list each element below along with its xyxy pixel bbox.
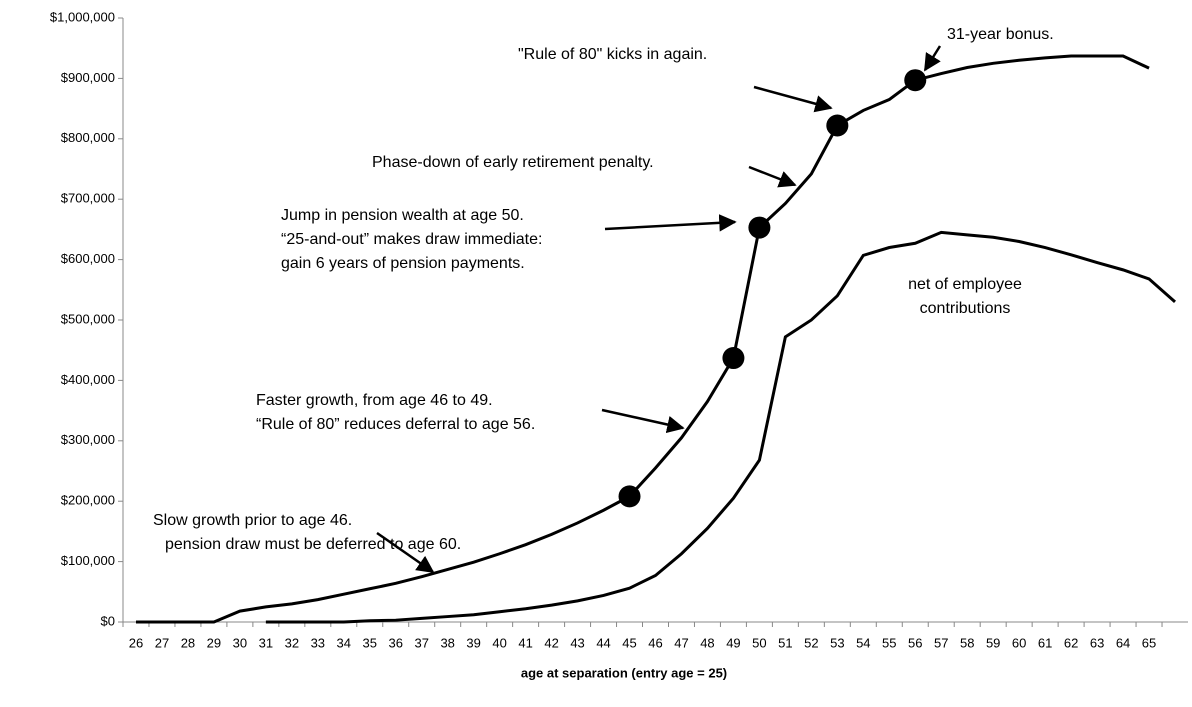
y-tick-label: $0: [101, 613, 115, 628]
annotation: 31-year bonus.: [947, 26, 1054, 43]
x-tick-label: 48: [700, 635, 714, 650]
x-tick-label: 63: [1090, 635, 1104, 650]
x-tick-label: 38: [440, 635, 454, 650]
annotation: "Rule of 80" kicks in again.: [518, 46, 707, 63]
annotation: net of employee: [908, 276, 1022, 293]
annotation-arrow: [748, 165, 797, 188]
x-tick-label: 34: [337, 635, 351, 650]
annotation: Slow growth prior to age 46.: [153, 512, 352, 529]
y-tick-label: $800,000: [61, 130, 115, 145]
x-tick-label: 42: [544, 635, 558, 650]
x-tick-label: 28: [181, 635, 195, 650]
y-tick-label: $400,000: [61, 372, 115, 387]
annotation-arrow: [923, 45, 942, 72]
highlight-point: [618, 485, 641, 508]
annotation-arrow: [604, 214, 737, 232]
series-line: [265, 230, 1177, 624]
y-tick-label: $500,000: [61, 311, 115, 326]
annotation: “Rule of 80” reduces deferral to age 56.: [256, 416, 535, 433]
highlight-point: [904, 69, 927, 92]
x-tick-label: 44: [596, 635, 610, 650]
series-line: [135, 54, 1150, 624]
x-tick-label: 45: [622, 635, 636, 650]
x-tick-label: 27: [155, 635, 169, 650]
x-tick-label: 58: [960, 635, 974, 650]
annotation: “25-and-out” makes draw immediate:: [281, 231, 542, 248]
x-tick-label: 53: [830, 635, 844, 650]
x-tick-label: 39: [466, 635, 480, 650]
x-tick-label: 52: [804, 635, 818, 650]
x-tick-label: 43: [570, 635, 584, 650]
y-tick-label: $900,000: [61, 70, 115, 85]
x-tick-label: 61: [1038, 635, 1052, 650]
x-tick-label: 59: [986, 635, 1000, 650]
y-tick-label: $200,000: [61, 493, 115, 508]
annotation: Jump in pension wealth at age 50.: [281, 207, 524, 224]
x-tick-label: 32: [285, 635, 299, 650]
y-tick-label: $700,000: [61, 191, 115, 206]
y-tick-label: $300,000: [61, 432, 115, 447]
y-tick-label: $600,000: [61, 251, 115, 266]
x-tick-label: 41: [518, 635, 532, 650]
x-tick-label: 64: [1116, 635, 1130, 650]
annotation: pension draw must be deferred to age 60.: [165, 536, 461, 553]
annotation: Phase-down of early retirement penalty.: [372, 154, 654, 171]
y-tick-label: $100,000: [61, 553, 115, 568]
annotation: contributions: [920, 300, 1011, 317]
highlight-point: [826, 114, 849, 137]
x-tick-label: 36: [389, 635, 403, 650]
x-tick-label: 47: [674, 635, 688, 650]
highlight-point: [748, 216, 771, 239]
annotation-arrow: [753, 85, 833, 113]
x-tick-label: 46: [648, 635, 662, 650]
x-tick-label: 62: [1064, 635, 1078, 650]
x-tick-label: 55: [882, 635, 896, 650]
y-tick-label: $1,000,000: [50, 9, 115, 24]
x-tick-label: 31: [259, 635, 273, 650]
highlight-point: [722, 347, 745, 370]
x-tick-label: 29: [207, 635, 221, 650]
x-tick-label: 35: [363, 635, 377, 650]
x-tick-label: 30: [233, 635, 247, 650]
annotation-arrow: [601, 408, 685, 434]
x-tick-label: 26: [129, 635, 143, 650]
x-axis-label: age at separation (entry age = 25): [521, 665, 727, 680]
x-tick-label: 33: [311, 635, 325, 650]
x-tick-label: 54: [856, 635, 870, 650]
x-tick-label: 51: [778, 635, 792, 650]
x-tick-label: 40: [492, 635, 506, 650]
annotation-arrow: [376, 531, 435, 574]
x-tick-label: 37: [414, 635, 428, 650]
x-tick-label: 50: [752, 635, 766, 650]
annotation: Faster growth, from age 46 to 49.: [256, 392, 493, 409]
x-tick-label: 65: [1142, 635, 1156, 650]
annotation: gain 6 years of pension payments.: [281, 255, 525, 272]
x-tick-label: 49: [726, 635, 740, 650]
x-tick-label: 56: [908, 635, 922, 650]
x-tick-label: 60: [1012, 635, 1026, 650]
x-tick-label: 57: [934, 635, 948, 650]
